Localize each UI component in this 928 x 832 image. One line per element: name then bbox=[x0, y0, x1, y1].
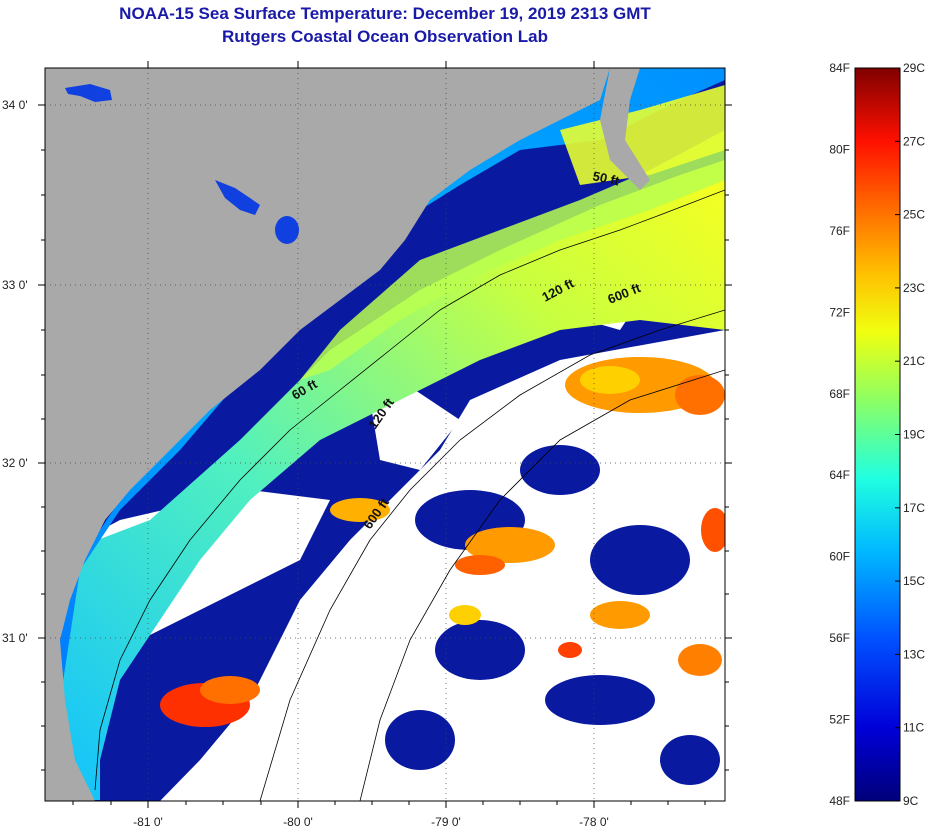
graticule bbox=[45, 68, 725, 801]
map-title: NOAA-15 Sea Surface Temperature: Decembe… bbox=[119, 4, 651, 23]
colorbar-c-label: 21C bbox=[903, 354, 925, 368]
warm-patches bbox=[160, 357, 725, 727]
lon-label-79: -79 0' bbox=[431, 815, 461, 829]
colorbar-ticks bbox=[895, 67, 900, 802]
colorbar-f-label: 52F bbox=[829, 713, 850, 727]
mid-shelf-water bbox=[45, 160, 725, 800]
colorbar-f-label: 76F bbox=[829, 224, 850, 238]
latitude-labels: 34 0' 33 0' 32 0' 31 0' bbox=[2, 98, 28, 645]
colorbar-f-label: 80F bbox=[829, 142, 850, 156]
colorbar-f-label: 60F bbox=[829, 550, 850, 564]
colorbar-f-label: 56F bbox=[829, 631, 850, 645]
colorbar-c-label: 13C bbox=[903, 647, 925, 661]
colorbar-celsius-labels: 29C 27C 25C 23C 21C 19C 17C 15C 13C 11C 9C bbox=[903, 61, 925, 808]
warm-shelf-band bbox=[300, 130, 725, 380]
colorbar-c-label: 11C bbox=[903, 721, 924, 735]
lat-label-34: 34 0' bbox=[2, 98, 28, 112]
lat-label-32: 32 0' bbox=[2, 456, 28, 470]
warm-inlet-water bbox=[560, 85, 725, 185]
colorbar-f-label: 48F bbox=[829, 794, 850, 808]
colorbar-fahrenheit-labels: 84F 80F 76F 72F 68F 64F 60F 56F 52F 48F bbox=[829, 61, 850, 808]
colorbar-f-label: 64F bbox=[829, 468, 850, 482]
map-subtitle: Rutgers Coastal Ocean Observation Lab bbox=[222, 27, 548, 46]
colorbar-c-label: 17C bbox=[903, 501, 925, 515]
colorbar-c-label: 9C bbox=[903, 794, 919, 808]
colorbar-c-label: 25C bbox=[903, 208, 925, 222]
lon-label-81: -81 0' bbox=[133, 815, 163, 829]
bathymetry-contours bbox=[94, 189, 725, 801]
longitude-tick-marks bbox=[72, 61, 706, 808]
contour-label-50ft: 50 ft bbox=[591, 168, 621, 188]
lon-label-78: -78 0' bbox=[579, 815, 609, 829]
cloud-gap-water bbox=[385, 445, 720, 785]
colorbar-c-label: 15C bbox=[903, 574, 925, 588]
colorbar-c-label: 23C bbox=[903, 281, 925, 295]
colorbar-f-label: 84F bbox=[829, 61, 850, 75]
lat-label-33: 33 0' bbox=[2, 278, 28, 292]
plot-frame bbox=[44, 67, 726, 802]
map-image: 50 ft 120 ft 600 ft 60 ft 120 ft 600 ft bbox=[45, 68, 725, 801]
colorbar-c-label: 29C bbox=[903, 61, 925, 75]
colorbar-c-label: 19C bbox=[903, 428, 925, 442]
lat-label-31: 31 0' bbox=[2, 631, 28, 645]
colorbar-f-label: 72F bbox=[829, 305, 850, 319]
inland-lakes bbox=[65, 84, 299, 244]
colorbar-f-label: 68F bbox=[829, 387, 850, 401]
lon-label-80: -80 0' bbox=[283, 815, 313, 829]
colorbar-c-label: 27C bbox=[903, 134, 925, 148]
colorbar: 84F 80F 76F 72F 68F 64F 60F 56F 52F 48F 29C 27C 25C… bbox=[829, 61, 925, 808]
cape-fear-land bbox=[600, 68, 650, 190]
colorbar-gradient bbox=[854, 67, 901, 802]
latitude-tick-marks bbox=[38, 104, 732, 771]
longitude-labels: -81 0' -80 0' -79 0' -78 0' bbox=[133, 815, 609, 829]
land bbox=[45, 68, 610, 801]
